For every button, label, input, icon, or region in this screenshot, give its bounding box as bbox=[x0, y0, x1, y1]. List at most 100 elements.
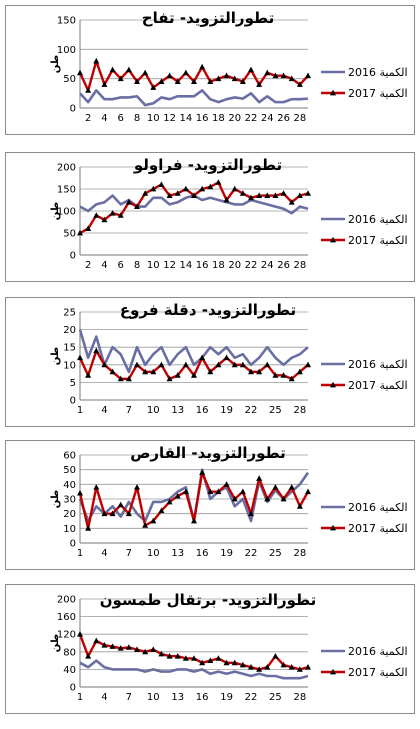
data-point-marker bbox=[182, 488, 189, 495]
data-point-marker bbox=[272, 192, 279, 198]
x-tick-label: 28 bbox=[293, 405, 306, 416]
y-tick-label: 200 bbox=[57, 595, 76, 606]
data-point-marker bbox=[256, 475, 263, 481]
chart-title: تطورالتزويد- دقلة فروع bbox=[119, 301, 297, 319]
y-axis-label: طن bbox=[50, 55, 61, 73]
data-point-marker bbox=[256, 666, 263, 672]
y-tick-label: 5 bbox=[70, 378, 76, 389]
legend-marker bbox=[330, 236, 336, 243]
data-point-marker bbox=[158, 650, 165, 657]
data-point-marker bbox=[199, 469, 206, 475]
data-point-marker bbox=[150, 368, 157, 375]
data-point-marker bbox=[223, 354, 230, 361]
data-point-marker bbox=[109, 66, 116, 73]
data-point-marker bbox=[117, 501, 124, 508]
x-tick-label: 1 bbox=[77, 405, 83, 416]
line-chart: 0 10 20 30 40 50 60 1 4 7 10 13 16 19 22 25 28 طن 2016 الك… bbox=[50, 451, 408, 560]
data-point-marker bbox=[93, 484, 100, 490]
y-tick-label: 160 bbox=[57, 612, 76, 623]
x-tick-label: 8 bbox=[134, 113, 140, 124]
x-tick-label: 10 bbox=[147, 548, 160, 559]
data-point-marker bbox=[215, 179, 222, 185]
y-tick-label: 30 bbox=[63, 495, 76, 506]
data-point-marker bbox=[93, 347, 100, 354]
data-point-marker bbox=[248, 368, 254, 375]
data-point-marker bbox=[166, 498, 173, 505]
x-tick-label: 13 bbox=[171, 548, 184, 559]
data-point-marker bbox=[109, 210, 116, 216]
chart-panel: 0 5 10 15 20 25 1 4 7 10 13 16 19 22 25 28 طن 2016 الكمية… bbox=[5, 297, 415, 427]
x-tick-label: 22 bbox=[245, 260, 258, 271]
chart-panel: 0 50 100 150 2 4 6 8 10 12 14 16 18 20 22 24 26 28 طن 2016 … bbox=[5, 5, 415, 135]
y-axis-label: طن bbox=[50, 490, 61, 508]
data-point-marker bbox=[239, 190, 246, 196]
y-tick-label: 0 bbox=[70, 104, 76, 115]
x-tick-label: 1 bbox=[77, 548, 83, 559]
legend-label: 2017 الكمية bbox=[348, 87, 408, 100]
data-point-marker bbox=[223, 72, 230, 79]
y-tick-label: 0 bbox=[70, 683, 76, 694]
x-tick-label: 25 bbox=[269, 548, 282, 559]
x-tick-label: 20 bbox=[228, 260, 241, 271]
x-tick-label: 13 bbox=[171, 692, 184, 703]
data-point-marker bbox=[150, 517, 157, 524]
data-point-marker bbox=[207, 183, 214, 190]
data-point-marker bbox=[248, 664, 254, 670]
x-tick-label: 10 bbox=[147, 260, 160, 271]
data-point-marker bbox=[207, 368, 214, 375]
data-point-marker bbox=[158, 181, 165, 187]
data-point-marker bbox=[93, 57, 100, 64]
data-point-marker bbox=[288, 375, 295, 382]
x-tick-label: 22 bbox=[245, 113, 258, 124]
legend-label: 2016 الكمية bbox=[348, 213, 408, 226]
data-point-marker bbox=[166, 653, 173, 659]
data-point-marker bbox=[109, 368, 116, 375]
chart-title: تطورالتزويد- برتقال طمسون bbox=[99, 591, 317, 609]
y-tick-label: 15 bbox=[63, 343, 76, 354]
data-point-marker bbox=[280, 190, 287, 196]
chart-title: تطورالتزويد- فراولو bbox=[133, 156, 283, 174]
chart-title: تطورالتزويد- تفاح bbox=[141, 9, 275, 27]
x-tick-label: 28 bbox=[293, 260, 306, 271]
data-point-marker bbox=[150, 185, 157, 192]
x-tick-label: 28 bbox=[293, 113, 306, 124]
x-tick-label: 19 bbox=[220, 692, 233, 703]
data-point-marker bbox=[288, 75, 295, 82]
legend-marker bbox=[330, 524, 336, 531]
data-point-marker bbox=[150, 84, 157, 90]
x-tick-label: 4 bbox=[101, 548, 107, 559]
data-point-marker bbox=[77, 631, 83, 637]
line-chart: 0 40 80 120 160 200 1 4 7 10 13 16 19 22 25 28 طن 2016 ال… bbox=[50, 595, 408, 704]
data-point-marker bbox=[272, 653, 279, 659]
data-point-marker bbox=[272, 72, 279, 79]
data-point-marker bbox=[264, 495, 271, 502]
y-tick-label: 20 bbox=[63, 509, 76, 520]
data-point-marker bbox=[305, 190, 311, 196]
data-point-marker bbox=[134, 78, 140, 84]
y-tick-label: 100 bbox=[57, 45, 76, 56]
data-point-marker bbox=[288, 199, 295, 205]
data-point-marker bbox=[256, 368, 263, 375]
data-point-marker bbox=[264, 664, 271, 670]
data-point-marker bbox=[199, 185, 206, 192]
data-point-marker bbox=[239, 78, 246, 84]
data-point-marker bbox=[191, 372, 197, 378]
data-point-marker bbox=[199, 63, 206, 70]
y-tick-label: 10 bbox=[63, 524, 76, 535]
data-point-marker bbox=[158, 78, 165, 84]
x-tick-label: 20 bbox=[228, 113, 241, 124]
data-point-marker bbox=[199, 659, 206, 666]
data-point-marker bbox=[85, 525, 92, 531]
data-point-marker bbox=[93, 637, 100, 644]
x-tick-label: 24 bbox=[261, 113, 274, 124]
data-point-marker bbox=[134, 646, 140, 652]
data-point-marker bbox=[182, 69, 189, 76]
chart-panel: 0 40 80 120 160 200 1 4 7 10 13 16 19 22 25 28 طن 2016 ال… bbox=[5, 584, 415, 714]
data-point-marker bbox=[239, 661, 246, 668]
legend-label: 2017 الكمية bbox=[348, 379, 408, 392]
data-point-marker bbox=[142, 648, 149, 655]
data-point-marker bbox=[117, 645, 124, 651]
y-tick-label: 40 bbox=[63, 480, 76, 491]
data-point-marker bbox=[199, 354, 206, 361]
